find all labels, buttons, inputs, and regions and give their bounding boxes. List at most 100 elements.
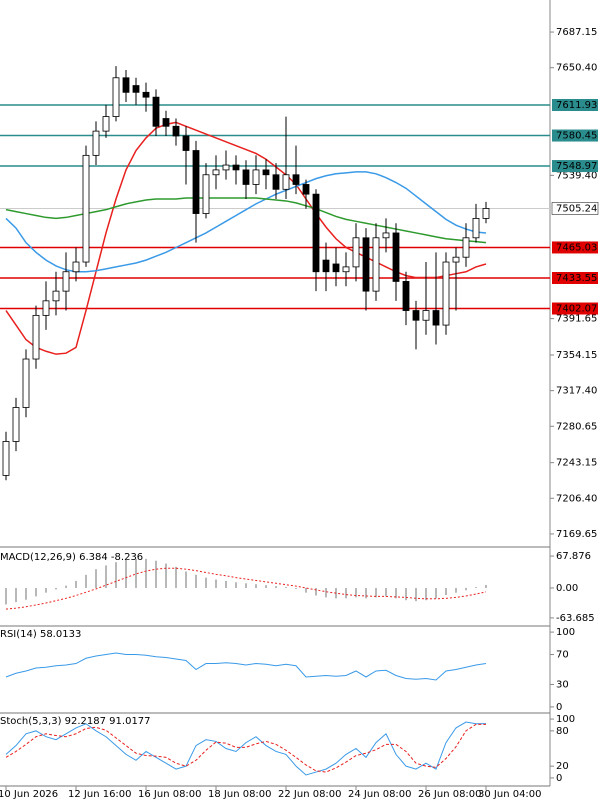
- candle-body: [222, 164, 230, 171]
- y-tick-label: 7317.40: [556, 386, 597, 397]
- y-tick-label: 7280.65: [556, 421, 597, 432]
- x-tick-label: 16 Jun 08:00: [138, 789, 202, 800]
- candle-body: [422, 310, 430, 321]
- level-label-box: [552, 129, 598, 142]
- candle-body: [102, 116, 110, 132]
- candle-body: [42, 300, 50, 316]
- x-tick-label: 26 Jun 08:00: [418, 789, 482, 800]
- candle-body: [232, 164, 240, 171]
- candle-body: [302, 184, 310, 195]
- y-tick-label: 100: [556, 627, 575, 638]
- candle-body: [252, 169, 260, 185]
- candle-body: [342, 266, 350, 273]
- x-tick-label: 18 Jun 08:00: [208, 789, 272, 800]
- level-label: 7580.45: [556, 131, 597, 142]
- moving-average: [5, 171, 487, 273]
- candle-body: [242, 169, 250, 185]
- y-tick-label: 0.00: [556, 583, 578, 594]
- candle-body: [82, 154, 90, 263]
- candle-body: [482, 208, 490, 219]
- y-tick-label: 0: [556, 773, 562, 784]
- y-tick-label: 7650.40: [556, 63, 597, 74]
- y-tick-label: 20: [556, 761, 569, 772]
- y-tick-label: 30: [556, 679, 569, 690]
- y-tick-label: 7243.15: [556, 458, 597, 469]
- candle-body: [162, 118, 170, 127]
- candle-body: [142, 91, 150, 98]
- candle-body: [62, 271, 70, 292]
- y-tick-label: 80: [556, 726, 569, 737]
- candle-body: [212, 169, 220, 176]
- x-tick-label: 24 Jun 08:00: [348, 789, 412, 800]
- level-label-box: [552, 302, 598, 315]
- candle-body: [282, 174, 290, 190]
- level-label: 7611.93: [556, 100, 597, 111]
- candle-body: [372, 237, 380, 292]
- x-tick-label: 12 Jun 16:00: [68, 789, 132, 800]
- candle-body: [192, 150, 200, 214]
- candle-body: [12, 407, 20, 442]
- y-tick-label: 0: [556, 702, 562, 713]
- candle-body: [22, 358, 30, 408]
- candle-body: [402, 281, 410, 311]
- candle-body: [112, 77, 120, 117]
- y-tick-label: 7354.15: [556, 350, 597, 361]
- candle-body: [442, 261, 450, 326]
- candle-body: [152, 96, 160, 127]
- candle-body: [172, 125, 180, 137]
- candle-body: [72, 261, 80, 273]
- y-tick-label: 70: [556, 650, 569, 661]
- level-label: 7433.55: [556, 273, 597, 284]
- level-label: 7402.07: [556, 304, 597, 315]
- macd-title: MACD(12,26,9) 6.384 -8.236: [0, 552, 143, 563]
- candle-body: [122, 77, 130, 93]
- indicator-line: [5, 652, 487, 681]
- candle-body: [92, 130, 100, 156]
- indicator-line: [5, 723, 487, 773]
- candle-body: [362, 237, 370, 292]
- x-tick-label: 30 Jun 04:00: [478, 789, 542, 800]
- candle-body: [452, 256, 460, 263]
- candle-body: [312, 193, 320, 273]
- x-tick-label: 22 Jun 08:00: [278, 789, 342, 800]
- last-price-label: 7505.24: [556, 203, 597, 214]
- y-tick-label: 7169.65: [556, 529, 597, 540]
- candle-body: [432, 310, 440, 326]
- candle-body: [2, 441, 10, 476]
- y-tick-label: 7391.65: [556, 314, 597, 325]
- candle-body: [272, 174, 280, 190]
- y-tick-label: 7539.40: [556, 170, 597, 181]
- level-label-box: [552, 160, 598, 173]
- candle-body: [292, 174, 300, 185]
- level-label-box: [552, 271, 598, 284]
- level-label-box: [552, 241, 598, 254]
- indicator-line: [5, 567, 487, 610]
- candle-body: [472, 217, 480, 239]
- indicator-line: [5, 721, 487, 776]
- candle-body: [182, 135, 190, 151]
- level-label: 7465.03: [556, 242, 597, 253]
- candle-body: [132, 85, 140, 93]
- candle-body: [392, 232, 400, 282]
- candle-body: [412, 310, 420, 321]
- y-tick-label: 100: [556, 714, 575, 725]
- rsi-title: RSI(14) 58.0133: [0, 629, 81, 640]
- candle-body: [52, 290, 60, 302]
- last-price-box: [551, 202, 599, 215]
- y-tick-label: 7687.15: [556, 27, 597, 38]
- y-tick-label: 7206.40: [556, 493, 597, 504]
- candle-body: [262, 169, 270, 176]
- y-tick-label: -63.685: [556, 613, 595, 624]
- y-tick-label: 67.876: [556, 551, 591, 562]
- candle-body: [352, 237, 360, 268]
- candle-body: [382, 232, 390, 239]
- level-label-box: [552, 99, 598, 112]
- x-tick-label: 10 Jun 2026: [0, 789, 58, 800]
- candle-body: [322, 259, 330, 273]
- candle-body: [462, 237, 470, 258]
- candle-body: [32, 314, 40, 360]
- stoch-title: Stoch(5,3,3) 92.2187 91.0177: [0, 716, 151, 727]
- candle-body: [202, 174, 210, 214]
